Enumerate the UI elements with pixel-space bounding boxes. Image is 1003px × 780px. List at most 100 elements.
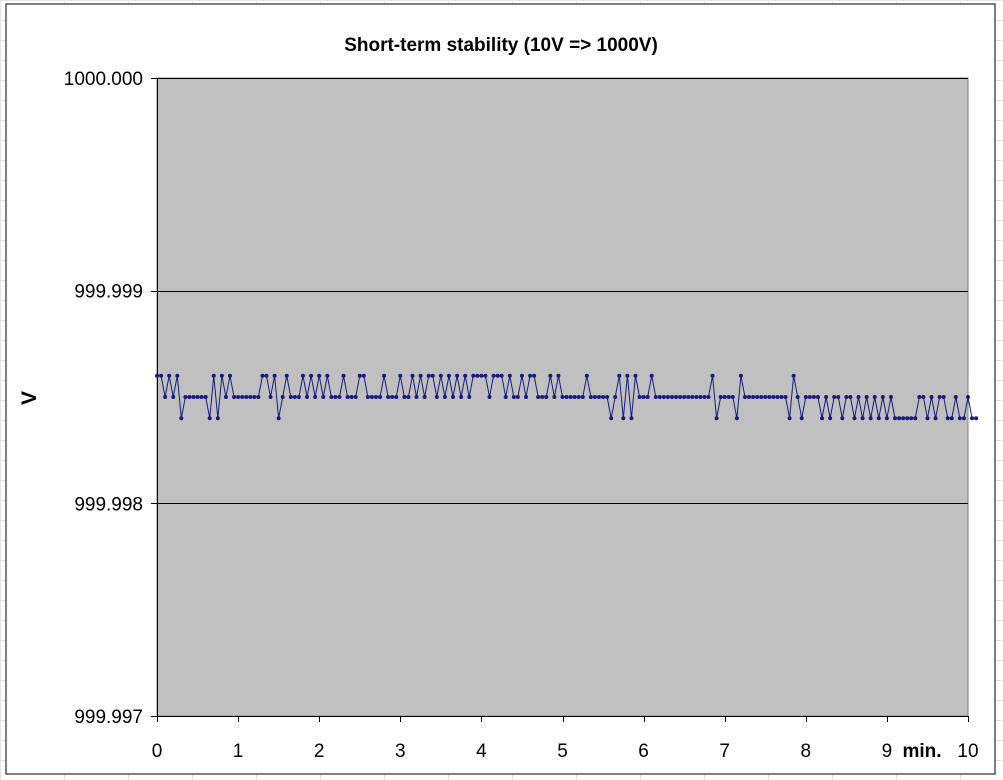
data-point: [836, 395, 841, 399]
data-point: [860, 416, 865, 421]
data-point: [167, 373, 172, 378]
x-tick-label: 10: [957, 741, 978, 762]
data-point: [264, 373, 269, 378]
data-point: [974, 416, 979, 421]
data-point: [779, 395, 784, 399]
data-point: [296, 395, 301, 399]
data-point: [406, 395, 411, 399]
data-point: [240, 395, 245, 399]
data-point: [820, 416, 825, 421]
data-point: [917, 395, 922, 399]
data-point: [519, 373, 524, 378]
data-point: [738, 373, 743, 378]
data-point: [876, 416, 881, 421]
data-point: [276, 416, 281, 421]
y-tick-label: 1000.000: [64, 69, 143, 90]
data-point: [755, 395, 760, 399]
data-point: [244, 395, 249, 399]
data-point: [771, 395, 776, 399]
data-point: [337, 395, 342, 399]
data-point: [848, 395, 853, 399]
x-tick-label: 4: [476, 741, 487, 762]
data-point: [694, 395, 699, 399]
data-point: [661, 395, 666, 399]
data-point: [507, 373, 512, 378]
data-point: [949, 416, 954, 421]
labels: Short-term stability (10V => 1000V) V mi…: [18, 35, 942, 762]
data-point: [811, 395, 816, 399]
data-point: [378, 395, 383, 399]
data-point: [410, 373, 415, 378]
data-point: [649, 373, 654, 378]
data-point: [937, 395, 942, 399]
data-point: [515, 395, 520, 399]
data-point: [609, 416, 614, 421]
data-point: [552, 395, 557, 399]
data-point: [280, 395, 285, 399]
data-point: [807, 395, 812, 399]
data-point: [568, 395, 573, 399]
y-axis-label: V: [18, 391, 41, 405]
x-tick-label: 7: [719, 741, 730, 762]
data-point: [726, 395, 731, 399]
data-point: [155, 373, 159, 378]
y-tick-label: 999.997: [74, 707, 143, 728]
data-point: [252, 395, 257, 399]
data-point: [872, 395, 877, 399]
x-tick-label: 5: [557, 741, 568, 762]
data-point: [601, 395, 606, 399]
data-point: [471, 373, 476, 378]
data-point: [402, 395, 407, 399]
data-point: [787, 416, 792, 421]
data-point: [617, 373, 622, 378]
data-point: [321, 395, 326, 399]
data-point: [455, 373, 460, 378]
data-point: [195, 395, 200, 399]
data-point: [499, 373, 504, 378]
data-point: [613, 395, 618, 399]
data-point: [580, 395, 585, 399]
data-point: [333, 395, 338, 399]
data-point: [349, 395, 354, 399]
data-point: [179, 416, 184, 421]
data-point: [572, 395, 577, 399]
data-point: [163, 395, 168, 399]
y-tick-label: 999.998: [74, 494, 143, 515]
data-point: [783, 395, 788, 399]
data-point: [633, 373, 638, 378]
data-point: [864, 395, 869, 399]
data-point: [548, 373, 553, 378]
data-point: [605, 395, 610, 399]
data-point: [730, 395, 735, 399]
data-point: [317, 373, 322, 378]
data-point: [341, 373, 346, 378]
data-point: [560, 395, 565, 399]
data-point: [398, 373, 403, 378]
data-point: [345, 395, 350, 399]
data-point: [880, 395, 885, 399]
data-point: [597, 395, 601, 399]
data-point: [532, 373, 537, 378]
data-point: [207, 416, 212, 421]
data-point: [767, 395, 772, 399]
data-point: [418, 373, 423, 378]
data-point: [929, 395, 934, 399]
data-point: [215, 416, 220, 421]
data-point: [706, 395, 711, 399]
x-tick-label: 2: [314, 741, 325, 762]
data-point: [795, 395, 800, 399]
data-point: [365, 395, 370, 399]
gridlines: [157, 78, 968, 504]
data-point: [183, 395, 188, 399]
data-point: [329, 395, 334, 399]
data-point: [953, 395, 958, 399]
data-point: [674, 395, 679, 399]
data-point: [361, 373, 366, 378]
data-point: [451, 395, 456, 399]
data-point: [925, 416, 930, 421]
data-point: [232, 395, 237, 399]
data-point: [913, 416, 918, 421]
data-point: [272, 373, 277, 378]
